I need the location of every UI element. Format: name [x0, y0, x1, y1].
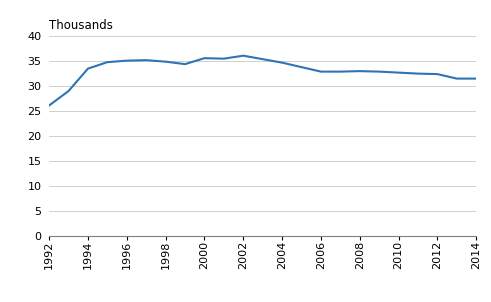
Text: Thousands: Thousands [49, 19, 113, 32]
